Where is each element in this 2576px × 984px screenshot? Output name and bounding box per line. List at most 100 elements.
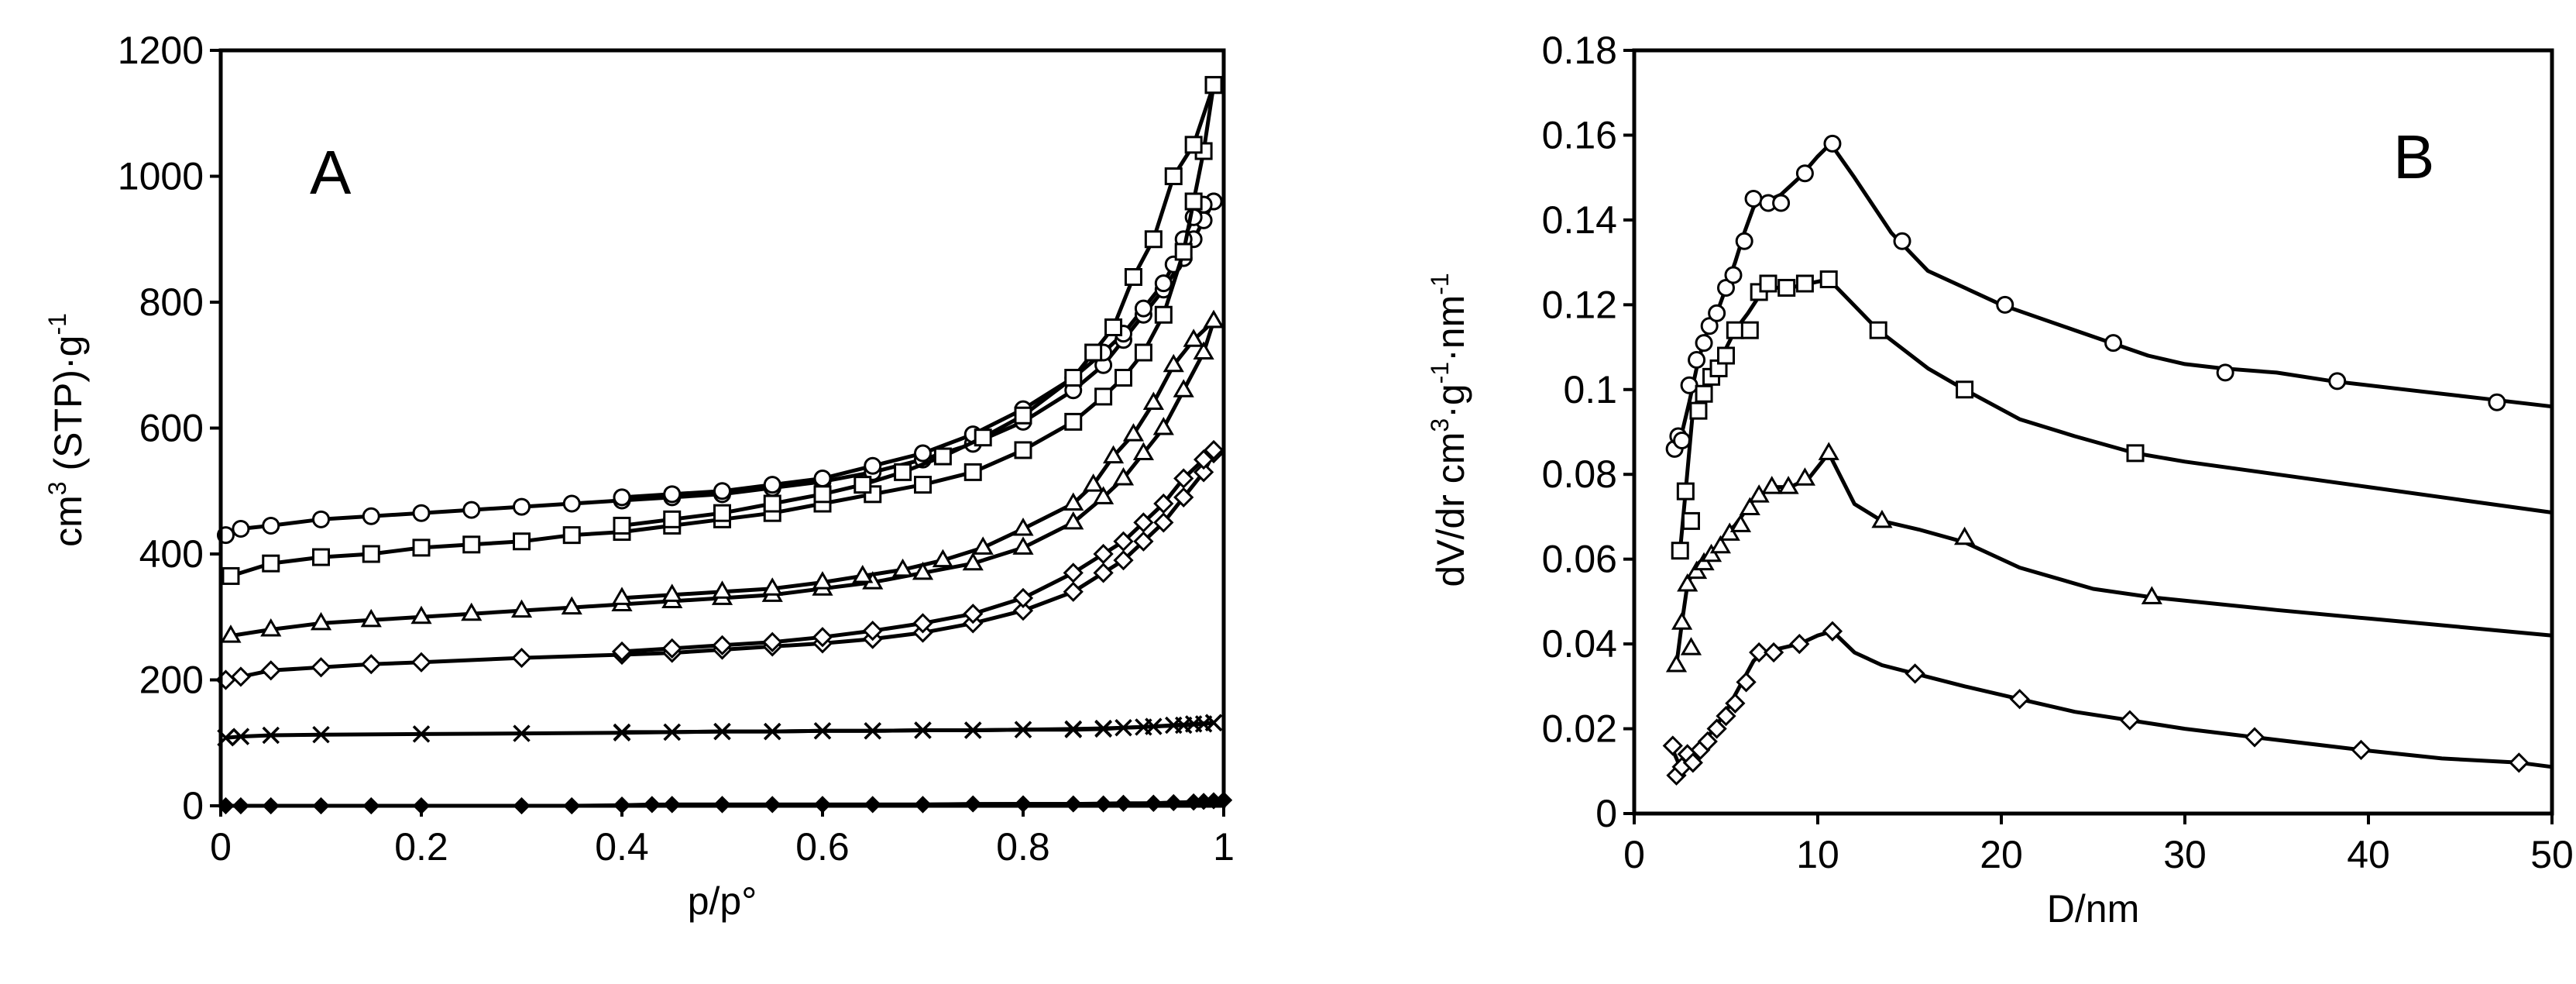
diamond-marker [410, 652, 432, 673]
circle-marker [362, 507, 380, 525]
desorption-branch [621, 319, 1215, 600]
chart_data.1-y-tick-label: 0.1 [1563, 368, 1617, 411]
diamond-marker [2351, 739, 2372, 761]
triangle-marker [260, 618, 282, 637]
chart_data.1-plot-frame [1632, 48, 2554, 816]
square-marker [2126, 444, 2145, 463]
chart_data.1-y-tick-label: 0.16 [1542, 113, 1617, 157]
circle-marker [412, 504, 431, 522]
chart_data.0-plot-frame [218, 48, 1226, 808]
square-marker [1084, 343, 1103, 362]
chart_data.0-y-tick-label: 0 [182, 784, 204, 827]
circle-marker [1154, 274, 1173, 293]
diamond-marker [1153, 512, 1174, 533]
square-marker [933, 447, 952, 466]
series-0-circle [1665, 134, 2553, 458]
triangle-marker [1671, 611, 1693, 630]
chart_data.1-y-tick-label: 0 [1595, 792, 1617, 835]
diamond-marker [1113, 550, 1134, 571]
y-axis-label-part: (STP)·g [46, 335, 90, 482]
triangle-marker [461, 602, 483, 621]
cross-marker [713, 722, 731, 741]
chart_data.1-y-tick-label: 0.12 [1542, 283, 1617, 326]
filled-diamond-marker [1115, 794, 1132, 812]
square-marker [963, 463, 982, 481]
triangle-marker [1142, 391, 1164, 410]
series-2-triangle [220, 309, 1224, 643]
square-marker [1014, 441, 1032, 459]
square-marker [1064, 369, 1083, 387]
square-marker [1014, 406, 1032, 425]
cross-marker [663, 723, 681, 741]
chart_data.0-y-tick-label: 200 [139, 659, 204, 702]
triangle-marker [812, 571, 833, 590]
square-marker [1124, 268, 1142, 286]
cross-marker [262, 726, 280, 745]
diamond-marker [1063, 563, 1084, 583]
series-1-square [222, 76, 1223, 585]
diamond-marker [1749, 642, 1770, 663]
cross-marker [1165, 716, 1183, 735]
series-3-diamond [215, 439, 1224, 690]
triangle-marker [1083, 473, 1104, 492]
panel-b: 0 10 20 30 40 50 0 0.02 0.04 0.06 0.08 0.1 0.12 0.14 0… [1426, 29, 2574, 931]
circle-marker [713, 482, 731, 501]
triangle-marker [220, 624, 242, 643]
cross-marker [232, 728, 250, 745]
chart_data.0-y-tick-label: 400 [139, 532, 204, 576]
triangle-marker [2141, 586, 2162, 604]
cross-marker [813, 722, 832, 740]
chart_data.1-y-tick-label: 0.14 [1542, 198, 1617, 242]
circle-marker [1772, 194, 1791, 212]
chart_data.0-x-tick-label: 0 [210, 825, 232, 869]
circle-marker [1688, 350, 1706, 369]
triangle-marker [1665, 653, 1688, 673]
triangle-marker [360, 608, 382, 628]
circle-marker [1695, 334, 1713, 353]
circle-marker [1735, 232, 1753, 250]
y-axis-label-part: ·g [1429, 384, 1472, 418]
series-3-diamond [1662, 621, 2553, 786]
circle-marker [2104, 334, 2123, 353]
triangle-marker [1739, 497, 1760, 515]
diamond-marker [762, 631, 783, 652]
circle-marker [1724, 266, 1743, 284]
chart_data.1-x-tick-label: 40 [2347, 833, 2390, 876]
circle-marker [513, 497, 531, 516]
square-marker [1740, 321, 1759, 339]
triangle-marker [912, 561, 934, 580]
square-marker [1164, 167, 1183, 185]
chart_data.1-x-axis-label: D/nm [2047, 887, 2139, 931]
y-axis-label-superscript: 3 [43, 481, 71, 495]
square-marker [1717, 346, 1735, 365]
triangle-marker [1152, 417, 1174, 435]
series-0-circle [216, 192, 1223, 545]
triangle-marker [1092, 486, 1115, 504]
square-marker [1726, 321, 1744, 339]
triangle-marker [932, 549, 954, 568]
chart_data.0-plot-area [215, 76, 1233, 815]
chart_data.0-x-tick-label: 0.4 [595, 825, 649, 869]
square-marker [1134, 343, 1152, 362]
square-marker [362, 545, 380, 563]
chart_data.1-y-axis-label: dV/dr cm3·g-1·nm-1 [1426, 273, 1472, 587]
triangle-marker [661, 583, 683, 602]
chart_data.0-x-tick-label: 0.2 [394, 825, 448, 869]
triangle-marker [1132, 442, 1155, 460]
filled-diamond-marker [1145, 794, 1163, 812]
chart_data.0-y-tick-label: 800 [139, 280, 204, 324]
triangle-marker [310, 611, 332, 631]
panel-a: 0 0.2 0.4 0.6 0.8 1 0 200 400 600 800 1000 1200 Ap/p°… [43, 29, 1235, 923]
circle-marker [462, 501, 481, 519]
square-marker [1689, 401, 1708, 420]
series-2-triangle [1665, 442, 2553, 673]
diamond-marker [311, 657, 331, 678]
y-axis-label-superscript: 3 [1426, 418, 1454, 432]
diamond-marker [2009, 689, 2030, 710]
circle-marker [2328, 372, 2347, 391]
cross-marker [312, 725, 330, 744]
square-marker [1676, 482, 1695, 501]
chart_data.0-x-tick-label: 1 [1213, 825, 1235, 869]
cross-marker [1115, 719, 1132, 737]
